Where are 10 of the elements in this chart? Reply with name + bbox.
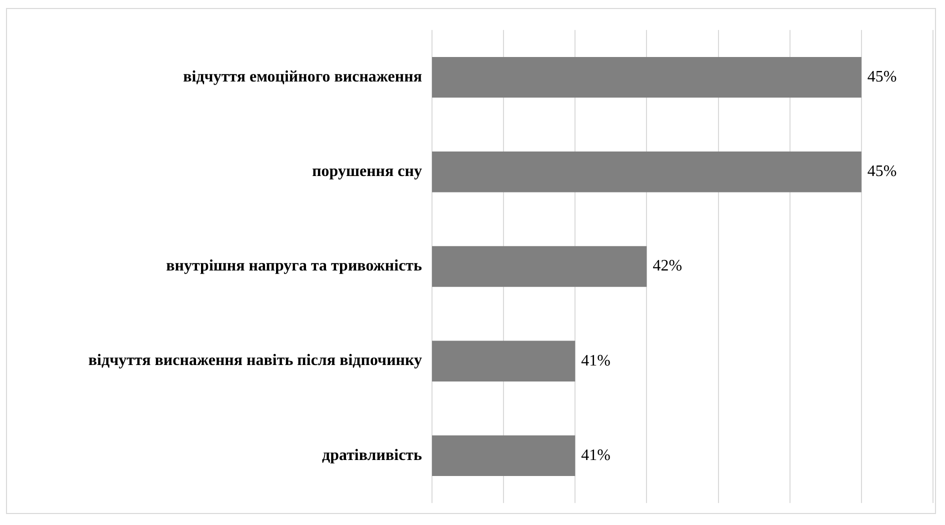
y-tick-label: внутрішня напруга та тривожність	[166, 258, 423, 275]
y-tick-label: порушення сну	[312, 163, 422, 180]
y-tick-label: дратівливість	[322, 446, 423, 464]
y-tick-label: відчуття емоційного виснаження	[183, 68, 422, 86]
data-label: 42%	[652, 258, 682, 275]
data-label: 41%	[581, 446, 610, 464]
data-label: 45%	[867, 68, 897, 86]
y-tick-label: відчуття виснаження навіть після відпочинку	[88, 352, 422, 370]
data-label: 41%	[581, 352, 610, 370]
data-label: 45%	[867, 163, 897, 180]
